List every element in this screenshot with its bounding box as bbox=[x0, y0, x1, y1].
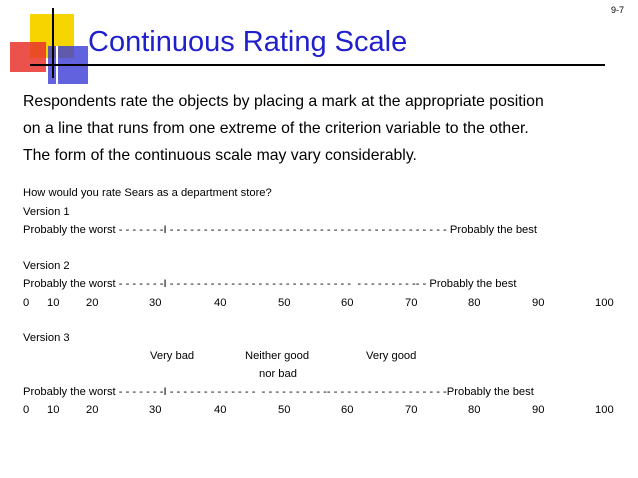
scale-number: 10 bbox=[47, 404, 60, 416]
anchor-neither-good: Neither good bbox=[245, 350, 310, 362]
scale-number: 20 bbox=[86, 297, 99, 309]
anchor-nor-bad: nor bad bbox=[259, 368, 297, 380]
slide-number: 9-7 bbox=[610, 5, 624, 15]
scale-number: 20 bbox=[86, 404, 99, 416]
version1-scale-line: Probably the worst - - - - - - -I - - - … bbox=[23, 224, 537, 236]
scale-number: 0 bbox=[23, 297, 30, 309]
scale-number: 90 bbox=[532, 297, 545, 309]
question-text: How would you rate Sears as a department… bbox=[23, 187, 272, 199]
logo-red-square bbox=[10, 42, 46, 72]
scale-number: 30 bbox=[149, 297, 162, 309]
anchor-very-good: Very good bbox=[366, 350, 417, 362]
title-underline bbox=[30, 64, 605, 66]
scale-number: 50 bbox=[278, 297, 291, 309]
scale-number: 100 bbox=[595, 297, 614, 309]
scale-number: 90 bbox=[532, 404, 545, 416]
intro-line: on a line that runs from one extreme of … bbox=[23, 120, 529, 137]
scale-number: 70 bbox=[405, 404, 418, 416]
scale-number: 40 bbox=[214, 404, 227, 416]
version3-scale-line: Probably the worst - - - - - - -I - - - … bbox=[23, 386, 534, 398]
scale-number: 60 bbox=[341, 404, 354, 416]
scale-number: 40 bbox=[214, 297, 227, 309]
logo-vertical-line bbox=[52, 8, 54, 78]
scale-number: 80 bbox=[468, 297, 481, 309]
scale-number: 80 bbox=[468, 404, 481, 416]
scale-number: 50 bbox=[278, 404, 291, 416]
intro-line: The form of the continuous scale may var… bbox=[23, 147, 417, 164]
anchor-very-bad: Very bad bbox=[150, 350, 195, 362]
scale-number: 30 bbox=[149, 404, 162, 416]
scale-number: 70 bbox=[405, 297, 418, 309]
scale-number: 60 bbox=[341, 297, 354, 309]
intro-text: Respondents rate the objects by placing … bbox=[23, 88, 623, 169]
scale-number: 100 bbox=[595, 404, 614, 416]
version2-scale-line: Probably the worst - - - - - - -I - - - … bbox=[23, 278, 517, 290]
version3-label: Version 3 bbox=[23, 332, 70, 344]
decorative-logo bbox=[0, 0, 100, 90]
intro-line: Respondents rate the objects by placing … bbox=[23, 93, 544, 110]
version1-label: Version 1 bbox=[23, 206, 70, 218]
scale-number: 10 bbox=[47, 297, 60, 309]
page-title: Continuous Rating Scale bbox=[88, 26, 408, 58]
scale-number: 0 bbox=[23, 404, 30, 416]
version2-label: Version 2 bbox=[23, 260, 70, 272]
